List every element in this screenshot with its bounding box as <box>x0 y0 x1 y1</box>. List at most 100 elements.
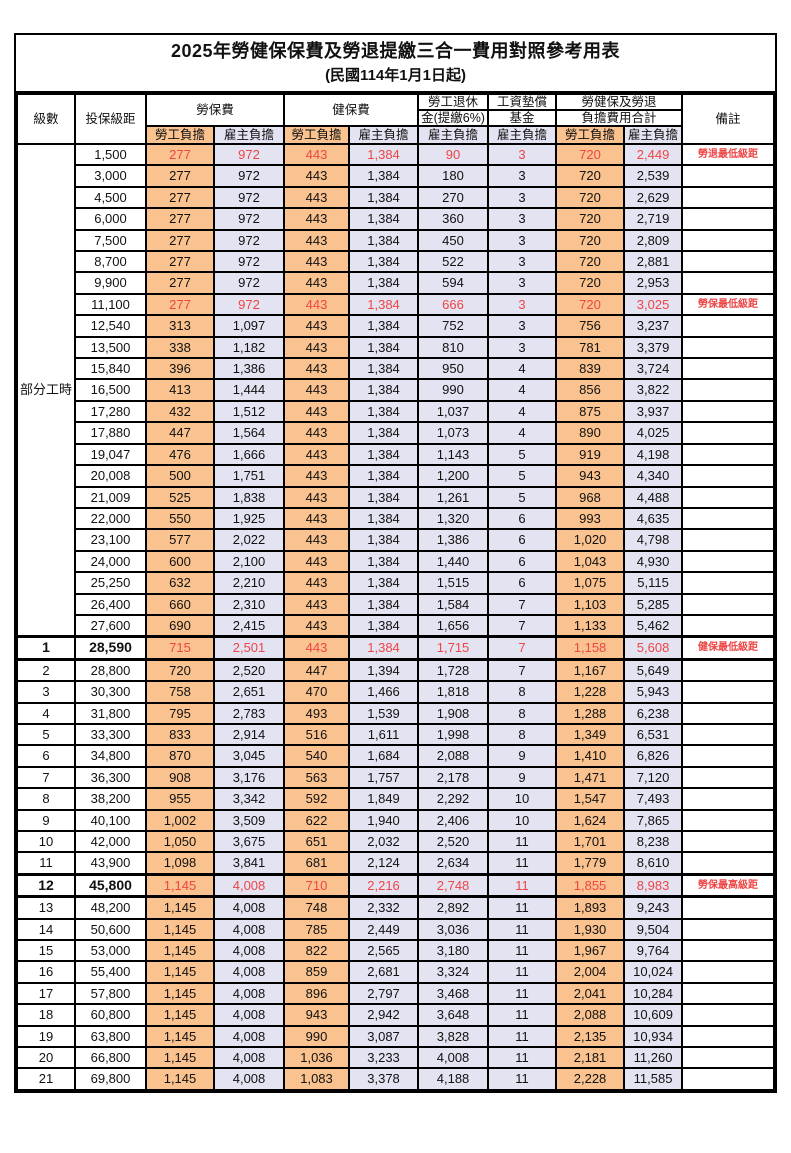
fee-cell-total-employer: 3,379 <box>623 335 684 360</box>
fee-cell-health-employee: 443 <box>283 635 351 661</box>
fee-cell-labor-employer: 972 <box>212 292 286 317</box>
fee-cell-total-employee: 1,701 <box>555 829 626 854</box>
table-row: 22,000 550 1,925 443 1,384 1,320 6 993 4,635 <box>17 506 775 531</box>
fee-cell-health-employee: 1,036 <box>283 1046 351 1070</box>
fee-cell-labor-employee: 1,145 <box>145 939 215 963</box>
fee-cell-health-employer: 3,378 <box>348 1067 420 1091</box>
bracket-cell: 53,000 <box>74 939 147 963</box>
fee-cell-labor-employer: 4,008 <box>212 1024 286 1049</box>
fee-cell-total-employer: 3,724 <box>623 357 684 381</box>
fee-cell-wage-fund-employer: 7 <box>487 635 558 661</box>
bracket-cell: 11,100 <box>74 292 147 317</box>
fee-cell-wage-fund-employer: 6 <box>487 571 558 595</box>
remark-cell <box>681 250 775 274</box>
fee-cell-total-employee: 1,855 <box>555 872 626 899</box>
fee-cell-labor-employee: 1,145 <box>145 981 215 1006</box>
fee-cell-labor-employee: 1,098 <box>145 851 215 876</box>
fee-cell-wage-fund-employer: 3 <box>487 164 558 188</box>
fee-cell-total-employer: 5,115 <box>623 571 684 595</box>
fee-cell-labor-employer: 1,386 <box>212 357 286 381</box>
fee-cell-health-employee: 622 <box>283 808 351 833</box>
fee-cell-health-employer: 2,216 <box>348 872 420 899</box>
fee-cell-labor-employer: 2,100 <box>212 549 286 574</box>
bracket-cell: 63,800 <box>74 1024 147 1049</box>
fee-cell-labor-employer: 972 <box>212 185 286 210</box>
fee-cell-total-employer: 4,635 <box>623 506 684 531</box>
fee-cell-pension-employer: 666 <box>417 292 490 317</box>
title-block: 2025年勞健保保費及勞退提繳三合一費用對照參考用表 (民國114年1月1日起) <box>16 35 775 93</box>
remark-cell <box>681 1067 775 1091</box>
fee-cell-pension-employer: 594 <box>417 271 490 295</box>
fee-cell-health-employer: 1,384 <box>348 635 420 661</box>
fee-cell-total-employer: 4,198 <box>623 442 684 467</box>
fee-cell-pension-employer: 1,584 <box>417 592 490 616</box>
fee-cell-total-employee: 1,930 <box>555 917 626 942</box>
level-cell: 12 <box>16 872 76 899</box>
fee-cell-health-employer: 2,797 <box>348 981 420 1006</box>
fee-cell-health-employee: 447 <box>283 658 351 683</box>
fee-cell-health-employee: 592 <box>283 787 351 811</box>
bracket-cell: 50,600 <box>74 917 147 942</box>
fee-cell-total-employee: 1,043 <box>555 549 626 574</box>
fee-cell-total-employee: 1,228 <box>555 680 626 704</box>
fee-cell-labor-employee: 447 <box>145 421 215 445</box>
table-row: 10 42,000 1,050 3,675 651 2,032 2,520 11 1,701 8,… <box>16 829 775 854</box>
fee-cell-labor-employee: 396 <box>145 357 215 381</box>
bracket-cell: 36,300 <box>74 765 147 790</box>
fee-cell-total-employer: 5,285 <box>623 592 684 616</box>
fee-cell-wage-fund-employer: 11 <box>487 872 558 899</box>
remark-cell <box>681 851 775 876</box>
fee-cell-labor-employer: 3,509 <box>212 808 286 833</box>
fee-cell-total-employee: 1,133 <box>555 613 626 638</box>
fee-cell-pension-employer: 1,998 <box>417 722 490 747</box>
table-row: 1 28,590 715 2,501 443 1,384 1,715 7 1,158 5,608 健… <box>16 635 775 661</box>
bracket-cell: 42,000 <box>74 829 147 854</box>
remark-cell <box>681 895 775 920</box>
fee-cell-wage-fund-employer: 3 <box>487 292 558 317</box>
bracket-cell: 24,000 <box>74 549 147 574</box>
fee-cell-labor-employer: 1,182 <box>212 335 286 360</box>
table-row: 2 28,800 720 2,520 447 1,394 1,728 7 1,167 5,649 <box>16 658 775 683</box>
remark-cell <box>681 207 775 231</box>
subheader-labor-employer: 雇主負擔 <box>212 125 286 145</box>
fee-cell-total-employer: 3,822 <box>623 378 684 402</box>
table-row: 6,000 277 972 443 1,384 360 3 720 2,719 <box>17 207 775 231</box>
bracket-cell: 12,540 <box>74 314 147 338</box>
fee-cell-labor-employee: 1,145 <box>145 960 215 984</box>
table-row: 17,880 447 1,564 443 1,384 1,073 4 890 4,025 <box>17 421 775 445</box>
table-row: 24,000 600 2,100 443 1,384 1,440 6 1,043 4,930 <box>17 549 775 574</box>
fee-cell-wage-fund-employer: 3 <box>487 271 558 295</box>
fee-cell-health-employee: 1,083 <box>283 1067 351 1091</box>
fee-cell-pension-employer: 2,406 <box>417 808 490 833</box>
fee-cell-pension-employer: 90 <box>417 142 490 167</box>
fee-cell-wage-fund-employer: 7 <box>487 658 558 683</box>
fee-cell-labor-employee: 1,002 <box>145 808 215 833</box>
fee-cell-pension-employer: 2,634 <box>417 851 490 876</box>
fee-cell-total-employer: 6,238 <box>623 701 684 725</box>
bracket-cell: 16,500 <box>74 378 147 402</box>
fee-cell-labor-employee: 277 <box>145 292 215 317</box>
fee-cell-health-employer: 1,384 <box>348 357 420 381</box>
fee-cell-labor-employee: 1,145 <box>145 1067 215 1091</box>
fee-cell-pension-employer: 2,292 <box>417 787 490 811</box>
fee-cell-wage-fund-employer: 4 <box>487 421 558 445</box>
fee-cell-total-employee: 1,349 <box>555 722 626 747</box>
fee-cell-health-employer: 1,384 <box>348 271 420 295</box>
bracket-cell: 1,500 <box>74 142 147 167</box>
fee-cell-labor-employer: 2,914 <box>212 722 286 747</box>
fee-cell-total-employer: 2,719 <box>623 207 684 231</box>
fee-cell-health-employee: 443 <box>283 314 351 338</box>
fee-cell-health-employer: 1,384 <box>348 613 420 638</box>
level-cell: 7 <box>16 765 76 790</box>
fee-cell-total-employee: 1,167 <box>555 658 626 683</box>
level-cell: 14 <box>16 917 76 942</box>
fee-cell-total-employee: 720 <box>555 228 626 253</box>
fee-cell-labor-employer: 972 <box>212 250 286 274</box>
subheader-total-employer: 雇主負擔 <box>623 125 684 145</box>
level-cell: 11 <box>16 851 76 876</box>
fee-cell-wage-fund-employer: 3 <box>487 142 558 167</box>
table-row: 3 30,300 758 2,651 470 1,466 1,818 8 1,228 5,943 <box>16 680 775 704</box>
fee-cell-pension-employer: 1,037 <box>417 399 490 424</box>
fee-cell-total-employee: 2,004 <box>555 960 626 984</box>
bracket-cell: 8,700 <box>74 250 147 274</box>
